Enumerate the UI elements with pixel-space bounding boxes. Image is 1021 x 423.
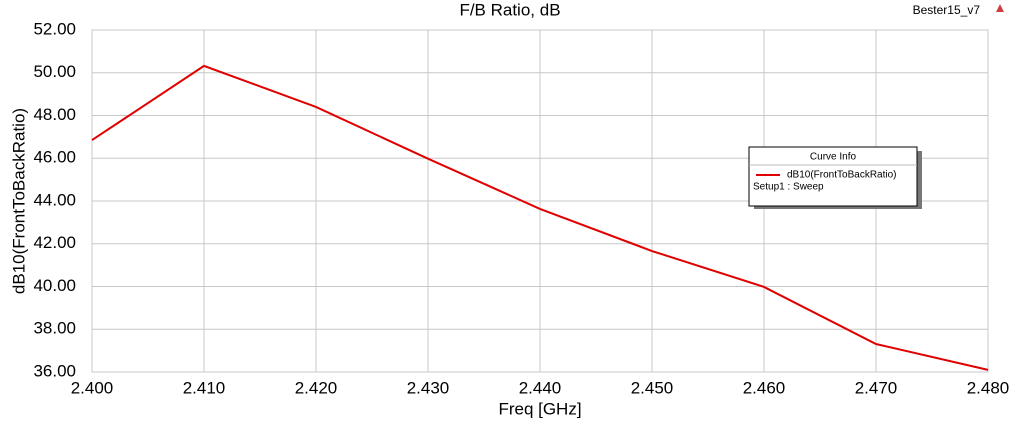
x-tick-label: 2.470 [855, 378, 898, 397]
legend-box [748, 146, 918, 207]
project-name: Bester15_v7 [913, 3, 981, 17]
y-tick-label: 40.00 [33, 276, 76, 295]
x-tick-label: 2.420 [295, 378, 338, 397]
x-tick-label: 2.400 [71, 378, 114, 397]
y-tick-label: 42.00 [33, 233, 76, 252]
x-tick-label: 2.460 [743, 378, 786, 397]
x-tick-label: 2.440 [519, 378, 562, 397]
x-tick-label: 2.450 [631, 378, 674, 397]
y-tick-label: 38.00 [33, 319, 76, 338]
y-tick-label: 36.00 [33, 361, 76, 380]
x-axis-label: Freq [GHz] [498, 399, 581, 418]
y-tick-label: 44.00 [33, 190, 76, 209]
y-tick-label: 48.00 [33, 105, 76, 124]
y-tick-label: 50.00 [33, 62, 76, 81]
y-axis-label: dB10(FrontToBackRatio) [9, 108, 28, 294]
x-tick-label: 2.430 [407, 378, 450, 397]
legend-entry: dB10(FrontToBackRatio) [787, 170, 897, 181]
x-tick-label: 2.410 [183, 378, 226, 397]
y-tick-label: 52.00 [33, 19, 76, 38]
legend: Curve Info dB10(FrontToBackRatio) Setup1… [748, 146, 922, 209]
x-tick-label: 2.480 [967, 378, 1010, 397]
logo [996, 4, 1004, 12]
legend-title: Curve Info [810, 152, 857, 163]
legend-subtitle: Setup1 : Sweep [753, 182, 824, 193]
chart-title: F/B Ratio, dB [459, 0, 560, 19]
data-line [91, 64, 989, 371]
y-tick-label: 46.00 [33, 148, 76, 167]
